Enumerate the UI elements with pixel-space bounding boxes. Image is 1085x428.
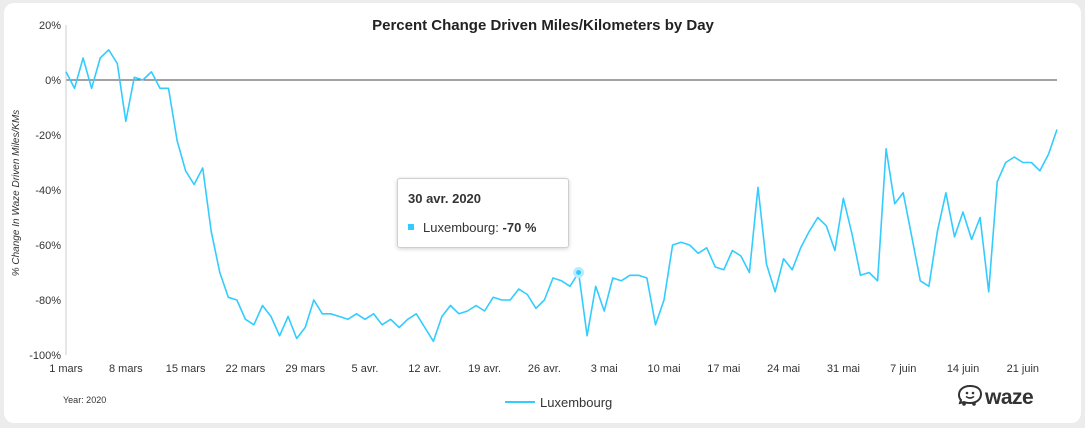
tooltip-date: 30 avr. 2020 <box>408 191 482 206</box>
line-chart: Percent Change Driven Miles/Kilometers b… <box>11 17 1058 410</box>
x-tick-label: 10 mai <box>648 363 681 375</box>
x-tick-label: 17 mai <box>707 363 740 375</box>
x-tick-label: 15 mars <box>166 363 206 375</box>
x-tick-label: 7 juin <box>890 363 916 375</box>
x-tick-label: 21 juin <box>1007 363 1039 375</box>
tooltip-row: Luxembourg: -70 % <box>408 220 536 235</box>
x-tick-label: 24 mai <box>767 363 800 375</box>
x-tick-label: 29 mars <box>285 363 325 375</box>
x-tick-label: 19 avr. <box>468 363 501 375</box>
waze-smiley-icon <box>957 384 983 412</box>
logo-text: waze <box>985 386 1034 409</box>
y-axis-label: % Change In Waze Driven Miles/KMs <box>11 110 22 277</box>
x-tick-label: 8 mars <box>109 363 143 375</box>
y-tick-label: -100% <box>29 350 61 362</box>
waze-logo: waze <box>957 384 1034 412</box>
year-annotation: Year: 2020 <box>63 395 106 405</box>
tooltip-swatch <box>408 223 414 230</box>
x-tick-label: 14 juin <box>947 363 979 375</box>
x-tick-label: 5 avr. <box>352 363 379 375</box>
y-tick-label: -60% <box>35 240 61 252</box>
tooltip-series: Luxembourg <box>423 220 496 235</box>
x-tick-label: 12 avr. <box>408 363 441 375</box>
y-tick-label: 0% <box>45 75 61 87</box>
y-tick-label: -80% <box>35 295 61 307</box>
x-tick-label: 22 mars <box>226 363 266 375</box>
x-tick-label: 3 mai <box>591 363 618 375</box>
legend-label: Luxembourg <box>540 395 612 410</box>
x-tick-label: 26 avr. <box>528 363 561 375</box>
series-line-luxembourg[interactable] <box>65 49 1058 343</box>
chart-title: Percent Change Driven Miles/Kilometers b… <box>372 17 714 34</box>
x-tick-label: 31 mai <box>827 363 860 375</box>
y-tick-label: 20% <box>39 20 61 32</box>
x-axis: 1 mars 8 mars 15 mars 22 mars 29 mars 5 avr. 1… <box>49 363 1039 375</box>
tooltip-value: -70 % <box>502 220 537 235</box>
y-tick-label: -20% <box>35 130 61 142</box>
x-tick-label: 1 mars <box>49 363 83 375</box>
chart-card: Percent Change Driven Miles/Kilometers b… <box>4 3 1081 423</box>
legend[interactable]: Luxembourg <box>505 395 612 410</box>
y-axis: 20% 0% -20% -40% -60% -80% -100% <box>29 20 61 362</box>
y-tick-label: -40% <box>35 185 61 197</box>
tooltip: 30 avr. 2020 Luxembourg: -70 % <box>397 178 569 248</box>
hover-point[interactable] <box>573 267 585 278</box>
